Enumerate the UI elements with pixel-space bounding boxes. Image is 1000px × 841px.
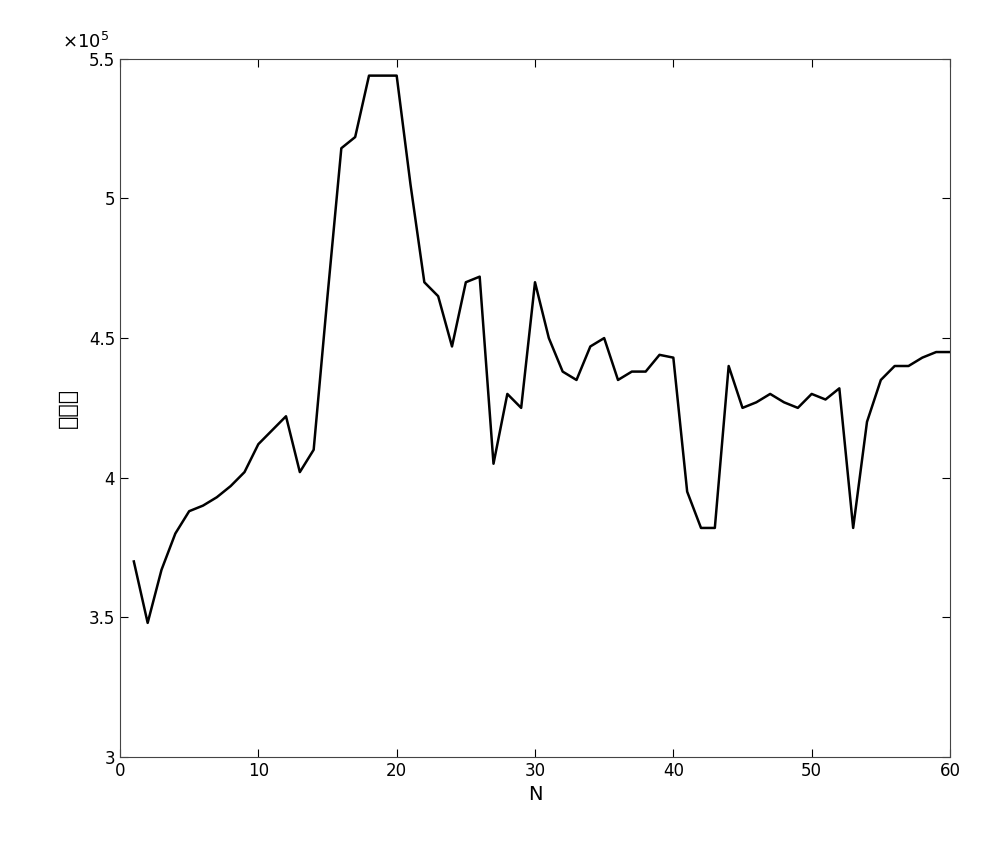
Y-axis label: 清晰度: 清晰度 (58, 388, 78, 428)
X-axis label: N: N (528, 785, 542, 804)
Text: $\times 10^5$: $\times 10^5$ (62, 32, 109, 52)
